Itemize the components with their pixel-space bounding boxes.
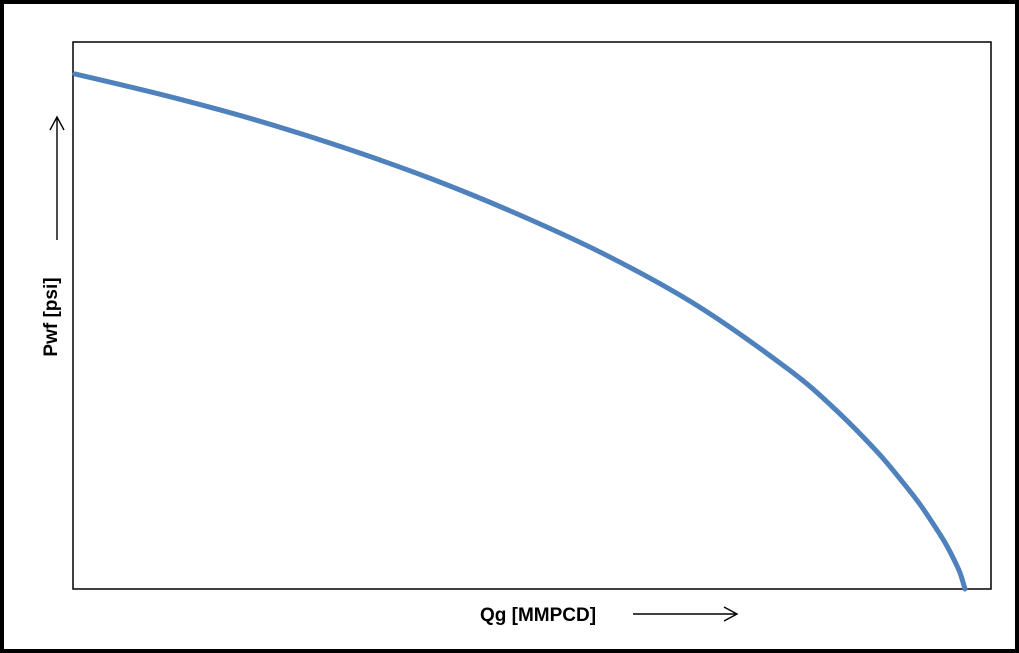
right-arrow-icon	[633, 606, 739, 622]
series-line-0	[72, 71, 968, 592]
x-axis-label: Qg [MMPCD]	[480, 605, 596, 626]
plot-area	[72, 41, 992, 590]
up-arrow-icon	[49, 115, 65, 240]
series-layer	[72, 71, 968, 592]
y-axis-label: Pwf [psi]	[41, 277, 62, 356]
